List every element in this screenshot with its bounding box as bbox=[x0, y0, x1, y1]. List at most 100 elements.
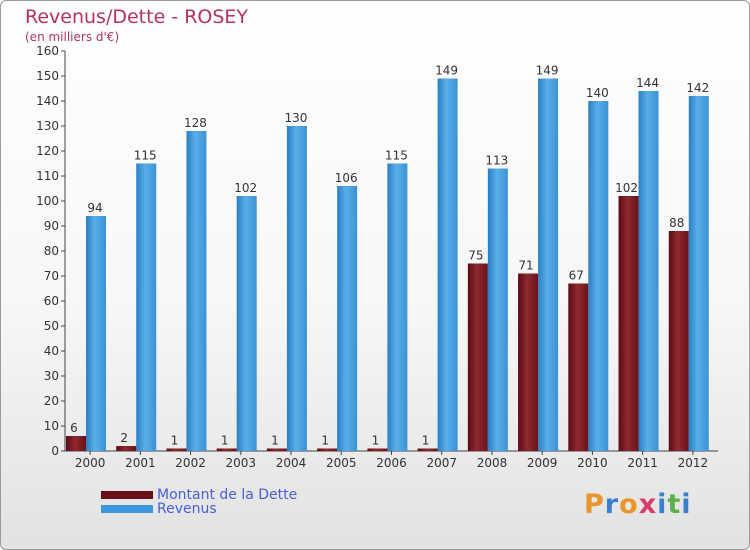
data-label-dette-2012: 88 bbox=[669, 216, 684, 230]
data-label-revenus-2008: 113 bbox=[485, 154, 508, 168]
bar-dette-2003 bbox=[216, 448, 237, 451]
data-label-dette-2007: 1 bbox=[422, 434, 430, 448]
bar-revenus-2000 bbox=[86, 216, 106, 451]
x-tick-label: 2008 bbox=[477, 456, 508, 470]
legend-label-revenus: Revenus bbox=[157, 501, 217, 517]
logo-letter: r bbox=[604, 489, 620, 520]
data-label-revenus-2003: 102 bbox=[234, 181, 257, 195]
bar-dette-2009 bbox=[518, 273, 539, 451]
chart-title: Revenus/Dette - ROSEY bbox=[25, 6, 249, 28]
legend-swatch-revenus bbox=[101, 505, 153, 513]
bar-dette-2012 bbox=[668, 231, 689, 451]
data-label-revenus-2012: 142 bbox=[686, 81, 709, 95]
chart-bars bbox=[66, 78, 709, 451]
data-label-dette-2002: 1 bbox=[171, 434, 179, 448]
data-label-revenus-2009: 149 bbox=[536, 64, 559, 78]
bar-revenus-2012 bbox=[688, 96, 709, 451]
bar-revenus-2010 bbox=[588, 101, 609, 451]
data-label-dette-2008: 75 bbox=[468, 249, 483, 263]
bar-revenus-2002 bbox=[186, 131, 207, 451]
bar-revenus-2003 bbox=[236, 196, 257, 451]
x-tick-label: 2002 bbox=[175, 456, 206, 470]
data-label-revenus-2000: 94 bbox=[87, 201, 102, 215]
x-tick-label: 2001 bbox=[125, 456, 156, 470]
logo-letter: i bbox=[681, 489, 692, 520]
x-tick-label: 2006 bbox=[376, 456, 407, 470]
logo-letter: x bbox=[638, 489, 658, 520]
legend-item-dette: Montant de la Dette bbox=[101, 487, 297, 503]
y-tick-label: 130 bbox=[36, 119, 59, 133]
y-tick-label: 150 bbox=[36, 69, 59, 83]
data-label-revenus-2001: 115 bbox=[134, 149, 157, 163]
data-label-dette-2009: 71 bbox=[518, 259, 533, 273]
bar-dette-2005 bbox=[317, 448, 338, 451]
chart-subtitle: (en milliers d'€) bbox=[25, 30, 120, 44]
y-tick-label: 30 bbox=[44, 369, 59, 383]
y-tick-label: 90 bbox=[44, 219, 59, 233]
data-label-revenus-2011: 144 bbox=[636, 76, 659, 90]
bar-revenus-2009 bbox=[538, 78, 559, 451]
data-label-dette-2000: 6 bbox=[70, 421, 78, 435]
legend-item-revenus: Revenus bbox=[101, 501, 217, 517]
bar-dette-2011 bbox=[618, 196, 639, 451]
data-label-dette-2001: 2 bbox=[120, 431, 128, 445]
y-tick-label: 40 bbox=[44, 344, 59, 358]
y-tick-label: 70 bbox=[44, 269, 59, 283]
logo-letter: i bbox=[657, 489, 668, 520]
x-tick-label: 2011 bbox=[627, 456, 658, 470]
x-tick-label: 2010 bbox=[577, 456, 608, 470]
bar-revenus-2001 bbox=[136, 163, 157, 451]
proxiti-logo: Proxiti bbox=[584, 489, 692, 520]
y-tick-label: 140 bbox=[36, 94, 59, 108]
data-label-revenus-2002: 128 bbox=[184, 116, 207, 130]
data-label-dette-2011: 102 bbox=[615, 181, 638, 195]
y-tick-label: 50 bbox=[44, 319, 59, 333]
logo-letter: t bbox=[667, 489, 682, 520]
data-label-dette-2003: 1 bbox=[221, 434, 229, 448]
x-tick-label: 2012 bbox=[678, 456, 709, 470]
bar-dette-2001 bbox=[116, 446, 137, 451]
bar-dette-2007 bbox=[417, 448, 438, 451]
data-label-revenus-2010: 140 bbox=[586, 86, 609, 100]
bar-dette-2004 bbox=[266, 448, 287, 451]
y-tick-label: 80 bbox=[44, 244, 59, 258]
data-label-revenus-2004: 130 bbox=[284, 111, 307, 125]
x-tick-label: 2003 bbox=[226, 456, 257, 470]
bar-dette-2008 bbox=[467, 263, 488, 451]
x-tick-label: 2007 bbox=[426, 456, 457, 470]
data-label-dette-2004: 1 bbox=[271, 434, 279, 448]
legend-label-dette: Montant de la Dette bbox=[157, 487, 298, 503]
logo-letter: P bbox=[584, 489, 605, 520]
legend-swatch-dette bbox=[101, 491, 153, 499]
x-tick-label: 2004 bbox=[276, 456, 307, 470]
y-tick-label: 120 bbox=[36, 144, 59, 158]
bar-dette-2002 bbox=[166, 448, 187, 451]
x-tick-label: 2000 bbox=[75, 456, 106, 470]
data-label-revenus-2005: 106 bbox=[335, 171, 358, 185]
x-tick-label: 2005 bbox=[326, 456, 357, 470]
bar-revenus-2004 bbox=[286, 126, 307, 451]
bar-revenus-2007 bbox=[437, 78, 458, 451]
y-tick-label: 0 bbox=[51, 444, 59, 458]
bar-dette-2000 bbox=[66, 436, 86, 451]
bar-revenus-2006 bbox=[387, 163, 408, 451]
bar-dette-2010 bbox=[568, 283, 589, 451]
bar-revenus-2011 bbox=[638, 91, 659, 451]
logo-letter: o bbox=[619, 489, 639, 520]
data-label-dette-2010: 67 bbox=[569, 269, 584, 283]
data-label-dette-2005: 1 bbox=[321, 434, 329, 448]
x-tick-label: 2009 bbox=[527, 456, 558, 470]
data-label-revenus-2006: 115 bbox=[385, 149, 408, 163]
bar-dette-2006 bbox=[367, 448, 388, 451]
bar-revenus-2005 bbox=[337, 186, 358, 451]
y-tick-label: 160 bbox=[36, 44, 59, 58]
y-tick-label: 110 bbox=[36, 169, 59, 183]
y-tick-label: 10 bbox=[44, 419, 59, 433]
chart-data-labels: 6 94 2 115 1 128 1 102 1 130 1 106 1 115 1 149 75 113 71 14… bbox=[70, 64, 709, 448]
data-label-revenus-2007: 149 bbox=[435, 64, 458, 78]
y-tick-label: 60 bbox=[44, 294, 59, 308]
data-label-dette-2006: 1 bbox=[372, 434, 380, 448]
bar-revenus-2008 bbox=[487, 168, 508, 451]
